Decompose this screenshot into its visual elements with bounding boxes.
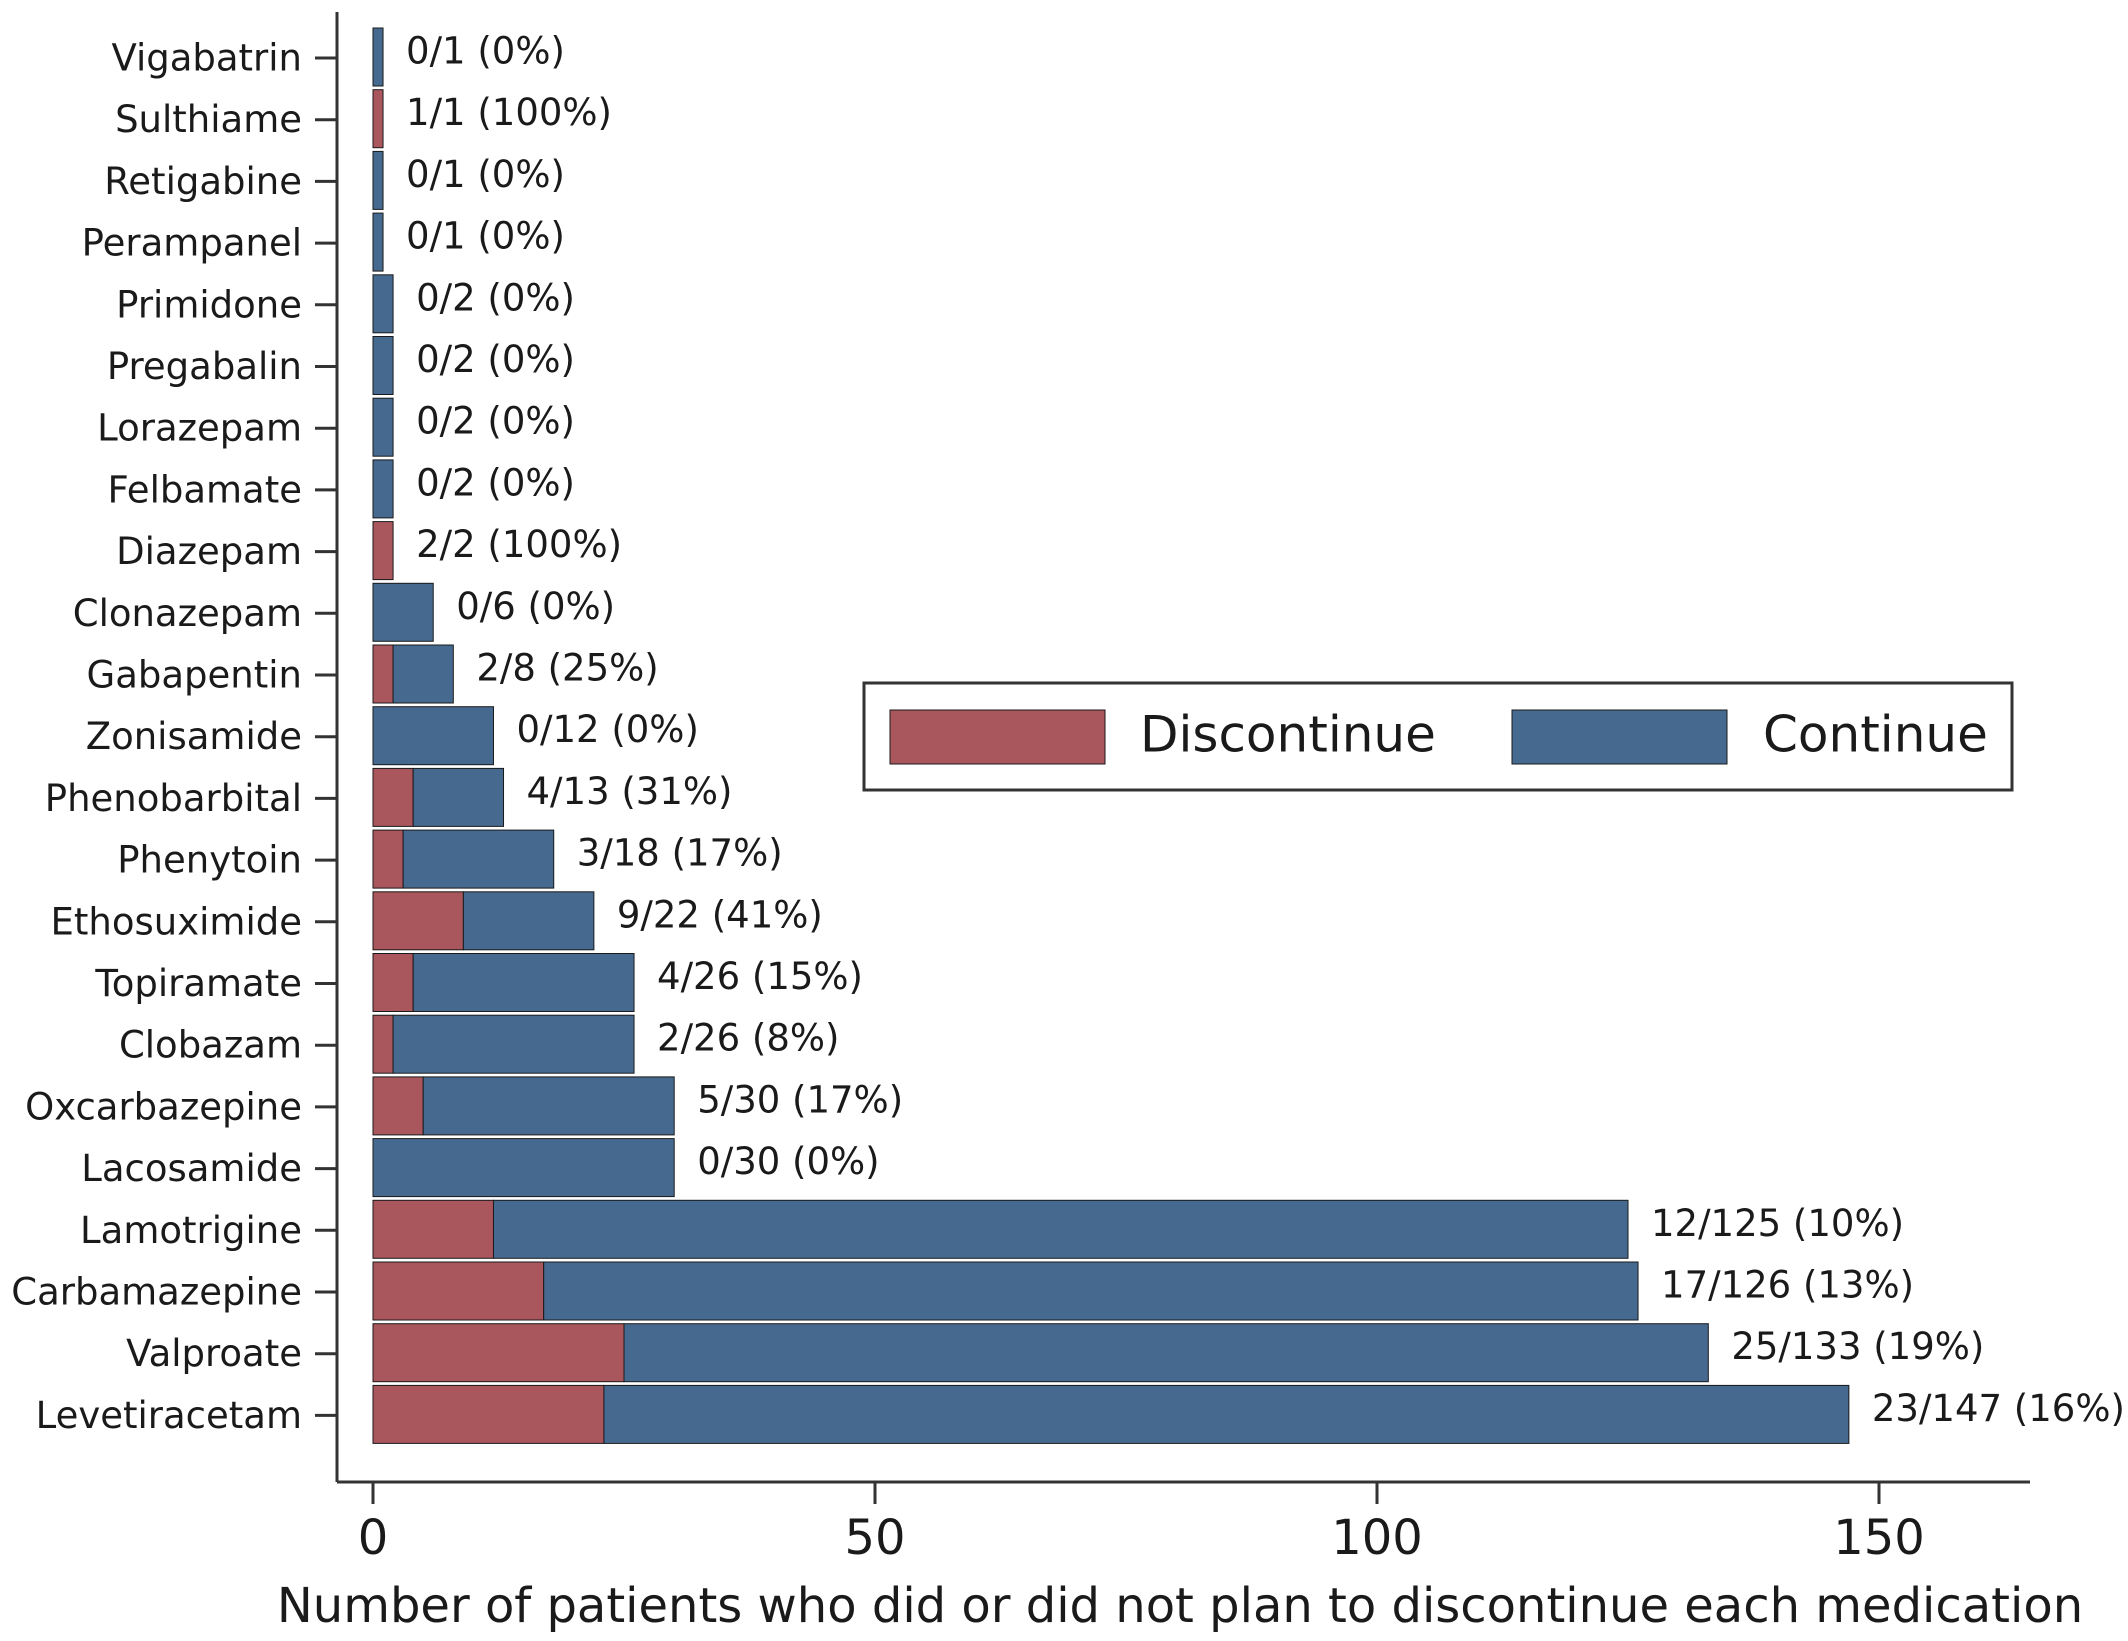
bar-value-label: 2/8 (25%) <box>476 647 658 690</box>
legend-swatch-continue <box>1511 709 1728 765</box>
bar-continue <box>603 1384 1850 1444</box>
y-tick-label: Felbamate <box>108 468 302 511</box>
bar-continue <box>372 459 394 519</box>
y-tick-label: Vigabatrin <box>111 37 302 80</box>
bar-value-label: 1/1 (100%) <box>406 91 612 134</box>
legend: Discontinue Continue <box>862 681 2014 792</box>
bar-continue <box>402 829 555 889</box>
bar-value-label: 0/2 (0%) <box>416 338 575 381</box>
bar-continue <box>492 1199 1629 1259</box>
bar-discontinue <box>372 89 384 149</box>
y-tick-label: Primidone <box>116 283 302 326</box>
bar-value-label: 23/147 (16%) <box>1872 1387 2125 1430</box>
bar-value-label: 5/30 (17%) <box>697 1078 903 1121</box>
bar-discontinue <box>372 1014 394 1074</box>
bar-continue <box>372 582 434 642</box>
y-tick-label: Topiramate <box>94 962 302 1005</box>
bar-continue <box>372 27 384 87</box>
legend-swatch-discontinue <box>889 709 1106 765</box>
bar-value-label: 2/26 (8%) <box>657 1017 839 1060</box>
bar-continue <box>412 953 635 1012</box>
x-axis: 0 50 100 150 <box>337 1480 2030 1566</box>
y-axis: Vigabatrin Sulthiame Retigabine Perampanel P… <box>11 12 339 1482</box>
legend-label-discontinue: Discontinue <box>1140 706 1436 764</box>
bar-discontinue <box>372 953 414 1012</box>
bar-value-label: 0/1 (0%) <box>406 215 565 258</box>
bar-continue <box>372 336 394 395</box>
bar-discontinue <box>372 891 464 951</box>
bar-value-label: 17/126 (13%) <box>1661 1264 1914 1307</box>
y-tick-label: Phenytoin <box>117 839 302 882</box>
bar-continue <box>422 1076 675 1136</box>
bars-group: 0/1 (0%) 1/1 (100%) 0/1 (0%) 0/1 (0%) 0/2 (0… <box>372 27 2125 1444</box>
bar-discontinue <box>372 644 394 704</box>
bar-discontinue <box>372 1076 424 1136</box>
bar-value-label: 3/18 (17%) <box>577 832 783 875</box>
bar-value-label: 0/6 (0%) <box>456 585 615 628</box>
bar-continue <box>462 891 595 951</box>
bar-value-label: 0/30 (0%) <box>697 1140 879 1183</box>
y-tick-label: Ethosuximide <box>51 900 302 943</box>
y-tick-label: Oxcarbazepine <box>25 1085 302 1128</box>
bar-value-label: 2/2 (100%) <box>416 523 622 566</box>
y-tick-label: Sulthiame <box>115 98 302 141</box>
bar-continue <box>623 1323 1709 1383</box>
bar-discontinue <box>372 1261 545 1321</box>
y-tick-label: Retigabine <box>104 160 302 203</box>
bar-value-label: 0/1 (0%) <box>406 30 565 73</box>
bar-discontinue <box>372 829 404 889</box>
bar-discontinue <box>372 521 394 581</box>
y-tick-label: Gabapentin <box>87 654 302 697</box>
y-tick-label: Lorazepam <box>97 407 302 450</box>
bar-value-label: 0/1 (0%) <box>406 153 565 196</box>
bar-continue <box>372 150 384 210</box>
bar-value-label: 0/2 (0%) <box>416 276 575 319</box>
bar-discontinue <box>372 1384 605 1444</box>
bar-continue <box>392 644 454 704</box>
bar-value-label: 0/2 (0%) <box>416 400 575 443</box>
y-tick-label: Perampanel <box>82 222 302 265</box>
x-tick-label: 150 <box>1833 1510 1925 1566</box>
legend-label-continue: Continue <box>1763 706 1988 764</box>
bar-value-label: 0/2 (0%) <box>416 461 575 504</box>
y-tick-label: Phenobarbital <box>45 777 302 820</box>
bar-continue <box>412 767 505 827</box>
bar-continue <box>392 1014 635 1074</box>
x-axis-title: Number of patients who did or did not pl… <box>277 1578 2083 1634</box>
x-tick-label: 0 <box>358 1510 389 1566</box>
y-tick-label: Carbamazepine <box>11 1271 302 1314</box>
y-tick-label: Clonazepam <box>73 592 302 635</box>
x-tick-label: 100 <box>1331 1510 1423 1566</box>
bar-continue <box>372 212 384 272</box>
bar-value-label: 4/13 (31%) <box>527 770 733 813</box>
y-tick-label: Pregabalin <box>107 345 302 388</box>
bar-continue <box>543 1261 1639 1321</box>
y-tick-label: Clobazam <box>119 1024 302 1067</box>
y-tick-label: Zonisamide <box>86 715 302 758</box>
bar-value-label: 0/12 (0%) <box>516 708 698 751</box>
y-tick-label: Valproate <box>126 1332 302 1375</box>
y-tick-label: Levetiracetam <box>36 1394 302 1437</box>
bar-continue <box>372 1138 675 1198</box>
bar-discontinue <box>372 1323 625 1383</box>
bar-value-label: 4/26 (15%) <box>657 955 863 998</box>
bar-continue <box>372 274 394 334</box>
bar-continue <box>372 706 494 766</box>
bar-discontinue <box>372 1199 494 1259</box>
bar-continue <box>372 397 394 457</box>
bar-value-label: 9/22 (41%) <box>617 893 823 936</box>
bar-value-label: 12/125 (10%) <box>1651 1202 1904 1245</box>
y-tick-label: Lamotrigine <box>80 1209 302 1252</box>
bar-value-label: 25/133 (19%) <box>1731 1325 1984 1368</box>
y-tick-label: Lacosamide <box>81 1147 302 1190</box>
bar-discontinue <box>372 767 414 827</box>
x-tick-label: 50 <box>844 1510 905 1566</box>
y-tick-label: Diazepam <box>116 530 302 573</box>
